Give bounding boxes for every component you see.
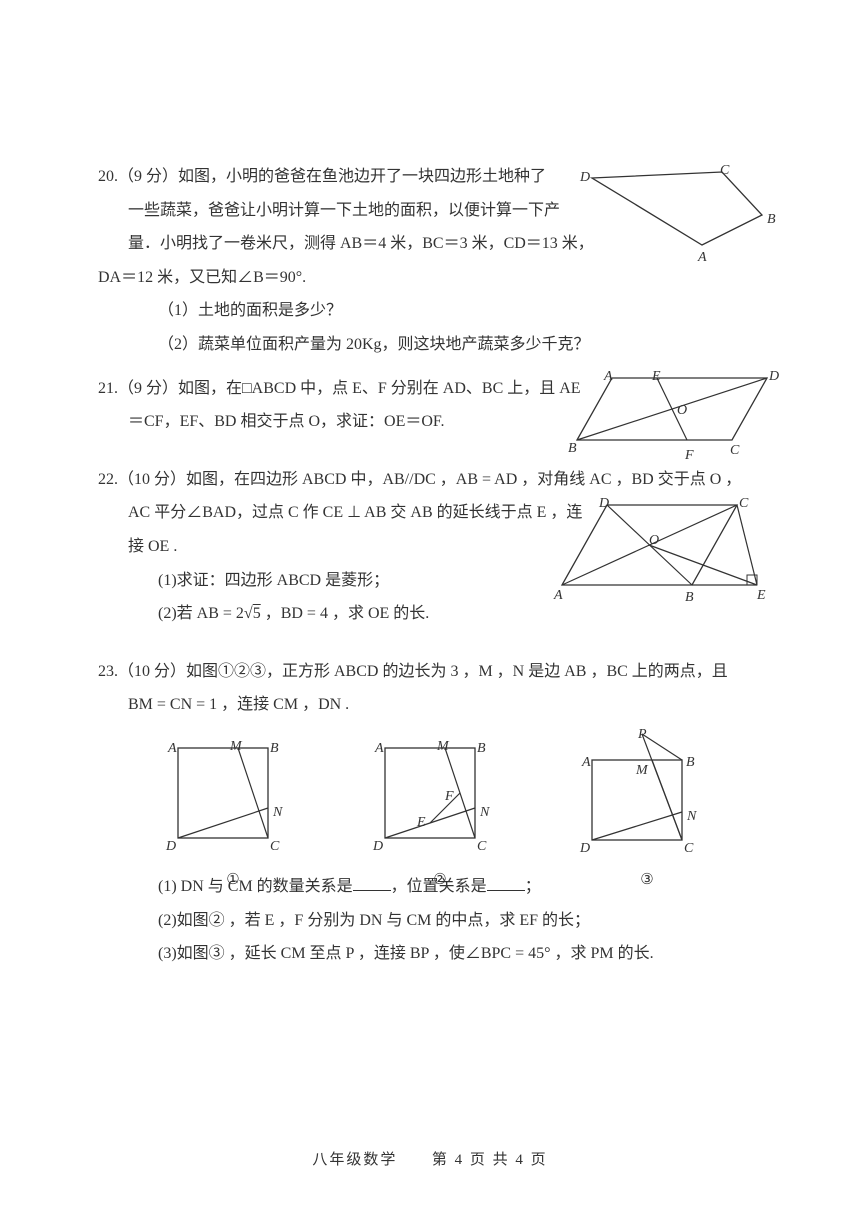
label-o: O xyxy=(649,526,659,555)
label-e: E xyxy=(757,581,766,610)
q23-p1-c: ； xyxy=(525,878,541,895)
lbl: N xyxy=(480,798,489,827)
question-20: D C B A 20.（9 分）如图，小明的爸爸在鱼池边开了一块四边形土地种了 … xyxy=(98,160,762,362)
label-e: E xyxy=(652,362,661,391)
q20-part2: （2）蔬菜单位面积产量为 20Kg，则这块地产蔬菜多少千克？ xyxy=(98,328,762,362)
q20-line4: DA＝12 米，又已知∠B＝90°. xyxy=(98,261,762,295)
lbl: D xyxy=(580,834,590,863)
footer-page: 第 4 页 共 4 页 xyxy=(432,1152,548,1168)
question-21: A E D O B F C 21.（9 分）如图，在□ABCD 中，点 E、F … xyxy=(98,372,762,439)
label-c: C xyxy=(730,436,739,465)
label-b: B xyxy=(685,583,694,612)
figure-q23-3: P A M B N D C ③ xyxy=(562,730,732,870)
question-22: D C O A B E 22.（10 分）如图，在四边形 ABCD 中，AB//… xyxy=(98,463,762,631)
lbl: A xyxy=(168,734,177,763)
label-b: B xyxy=(568,434,577,463)
caption-3: ③ xyxy=(562,865,732,897)
figure-q23-1: A M B N D C ① xyxy=(148,730,318,870)
footer-subject: 八年级数学 xyxy=(312,1152,397,1168)
question-23: 23.（10 分）如图①②③，正方形 ABCD 的边长为 3 ，M ，N 是边 … xyxy=(98,655,762,971)
lbl: C xyxy=(270,832,279,861)
q22-p2-radicand: 5 xyxy=(253,605,261,622)
q23-line1: 23.（10 分）如图①②③，正方形 ABCD 的边长为 3 ，M ，N 是边 … xyxy=(98,655,762,689)
page-footer: 八年级数学 第 4 页 共 4 页 xyxy=(0,1145,860,1177)
figure-q23-2: A M B F E N D C ② xyxy=(355,730,525,870)
lbl: D xyxy=(373,832,383,861)
label-d: D xyxy=(580,163,590,192)
figure-q21: A E D O B F C xyxy=(572,364,782,459)
label-d: D xyxy=(769,362,779,391)
q22-p2-suffix: ，BD = 4 ，求 OE 的长. xyxy=(261,605,430,622)
lbl: M xyxy=(230,732,242,761)
label-a: A xyxy=(604,362,613,391)
q23-figures: A M B N D C ① A M B F E xyxy=(98,730,762,870)
q22-line1: 22.（10 分）如图，在四边形 ABCD 中，AB//DC ，AB = AD … xyxy=(98,463,762,497)
figure-q22: D C O A B E xyxy=(557,493,782,603)
lbl: N xyxy=(687,802,696,831)
lbl: M xyxy=(636,756,648,785)
caption-1: ① xyxy=(148,865,318,897)
label-a: A xyxy=(698,243,707,272)
lbl: N xyxy=(273,798,282,827)
label-a: A xyxy=(554,581,563,610)
lbl: C xyxy=(684,834,693,863)
q23-part3: (3)如图③ ，延长 CM 至点 P ，连接 BP ，使∠BPC = 45° ，… xyxy=(98,937,762,971)
label-d: D xyxy=(599,489,609,518)
lbl: F xyxy=(445,782,454,811)
lbl: B xyxy=(270,734,279,763)
q20-part1: （1）土地的面积是多少？ xyxy=(98,294,762,328)
lbl: A xyxy=(375,734,384,763)
exam-page: D C B A 20.（9 分）如图，小明的爸爸在鱼池边开了一块四边形土地种了 … xyxy=(0,0,860,1216)
label-b: B xyxy=(767,205,776,234)
q23-part2: (2)如图② ，若 E ，F 分别为 DN 与 CM 的中点，求 EF 的长； xyxy=(98,904,762,938)
q22-p2-prefix: (2)若 AB = 2 xyxy=(158,605,244,622)
q23-line2: BM = CN = 1 ，连接 CM ，DN . xyxy=(98,688,762,722)
lbl: B xyxy=(686,748,695,777)
lbl: C xyxy=(477,832,486,861)
label-c: C xyxy=(739,489,748,518)
lbl: P xyxy=(638,720,647,749)
lbl: M xyxy=(437,732,449,761)
figure-q20: D C B A xyxy=(562,160,782,260)
caption-2: ② xyxy=(355,865,525,897)
lbl: D xyxy=(166,832,176,861)
lbl: E xyxy=(417,808,426,837)
lbl: A xyxy=(582,748,591,777)
label-c: C xyxy=(720,156,729,185)
q22-head-text: 22.（10 分）如图，在四边形 ABCD 中，AB//DC ，AB = AD … xyxy=(98,471,741,488)
lbl: B xyxy=(477,734,486,763)
label-o: O xyxy=(677,396,687,425)
